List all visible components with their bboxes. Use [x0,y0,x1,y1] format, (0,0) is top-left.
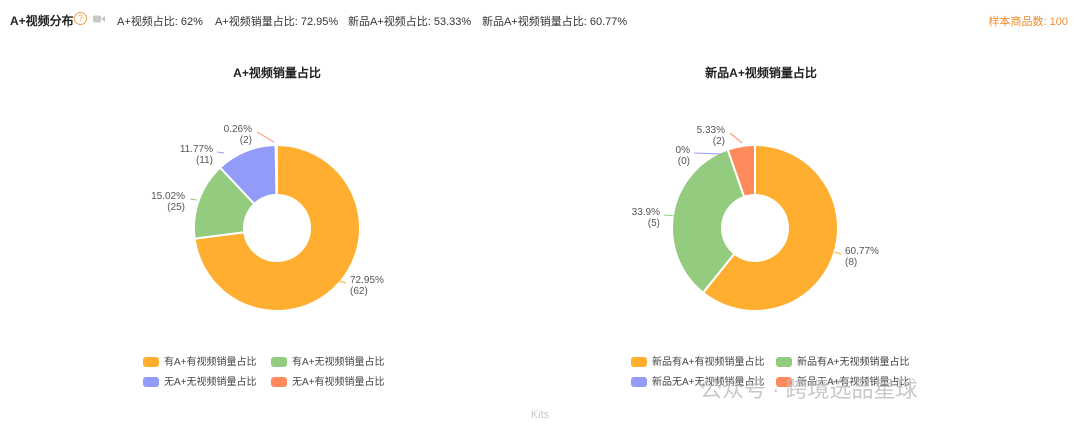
stats-header: A+视频分布 ? A+视频占比: 62% A+视频销量占比: 72.95% 新品… [0,0,1080,36]
slice-percent-label-0-3: 0.26% [224,124,252,135]
donut-slice-0-3[interactable] [274,143,278,197]
section-title: A+视频分布 [10,14,74,28]
legend-label: 新品有A+有视频销量占比 [652,357,765,368]
chart-title-left: A+视频销量占比 [233,66,321,80]
footer-brand: Kits [530,409,550,421]
leader-line-0-0 [338,280,347,284]
stat-new-video-ratio: 新品A+视频占比: 53.33% [348,16,472,28]
slice-count-label-0-2: (11) [196,155,213,166]
leader-line-1-0 [834,251,842,255]
legend-swatch [143,377,159,388]
leader-line-1-1 [663,214,676,217]
donut-slice-1-1[interactable] [671,148,746,295]
slice-percent-label-1-1: 33.9% [632,207,660,218]
legend-item-1-2[interactable]: 新品无A+无视频销量占比 [631,376,765,390]
legend-swatch [271,377,287,388]
sample-count: 样本商品数: 100 [988,16,1068,28]
stat-video-ratio: A+视频占比: 62% [117,16,203,28]
leader-line-0-2 [216,151,225,154]
slice-percent-label-0-1: 15.02% [151,191,185,202]
leader-line-1-2 [693,152,723,155]
legend-item-1-3[interactable]: 新品无A+有视频销量占比 [776,376,910,390]
slice-percent-label-0-2: 11.77% [180,144,213,155]
legend-item-0-1[interactable]: 有A+无视频销量占比 [271,356,385,370]
legend-swatch [776,357,792,368]
slice-count-label-1-3: (2) [713,136,725,147]
legend-label: 新品无A+有视频销量占比 [797,377,910,388]
legend-swatch [631,377,647,388]
slice-percent-label-1-3: 5.33% [697,125,725,136]
legend-swatch [143,357,159,368]
slice-count-label-1-0: (8) [845,257,857,268]
legend-label: 无A+无视频销量占比 [164,377,257,388]
slice-count-label-0-0: (62) [350,286,368,297]
chart-title-right: 新品A+视频销量占比 [705,66,817,80]
slice-percent-label-1-0: 60.77% [845,246,879,257]
donut-slice-1-0[interactable] [701,143,839,312]
legend-label: 有A+有视频销量占比 [164,357,257,368]
legend-item-1-1[interactable]: 新品有A+无视频销量占比 [776,356,910,370]
legend-swatch [271,357,287,368]
donut-slice-1-3[interactable] [726,143,756,199]
slice-count-label-1-1: (5) [648,218,660,229]
leader-line-0-3 [256,131,275,143]
legend-item-0-0[interactable]: 有A+有视频销量占比 [143,356,257,370]
help-icon[interactable]: ? [74,12,87,25]
legend-label: 有A+无视频销量占比 [292,357,385,368]
legend-item-0-2[interactable]: 无A+无视频销量占比 [143,376,257,390]
donut-slice-0-0[interactable] [193,143,361,312]
watermark: 公众号 · 跨境选品星球 [700,377,918,402]
leader-line-1-3 [729,132,743,144]
legend-item-0-3[interactable]: 无A+有视频销量占比 [271,376,385,390]
slice-percent-label-1-2: 0% [676,145,691,156]
stat-new-video-sales-ratio: 新品A+视频销量占比: 60.77% [482,16,628,28]
slice-count-label-0-3: (2) [240,135,252,146]
stat-video-sales-ratio: A+视频销量占比: 72.95% [215,16,339,28]
leader-line-0-1 [189,198,198,201]
slice-count-label-0-1: (25) [167,202,185,213]
video-icon [93,15,105,23]
legend-swatch [776,377,792,388]
slice-count-label-1-2: (0) [678,156,690,167]
legend-item-1-0[interactable]: 新品有A+有视频销量占比 [631,356,765,370]
legend-label: 新品无A+无视频销量占比 [652,377,765,388]
legend-label: 新品有A+无视频销量占比 [797,357,910,368]
slice-percent-label-0-0: 72.95% [350,275,384,286]
legend-swatch [631,357,647,368]
legend-label: 无A+有视频销量占比 [292,377,385,388]
